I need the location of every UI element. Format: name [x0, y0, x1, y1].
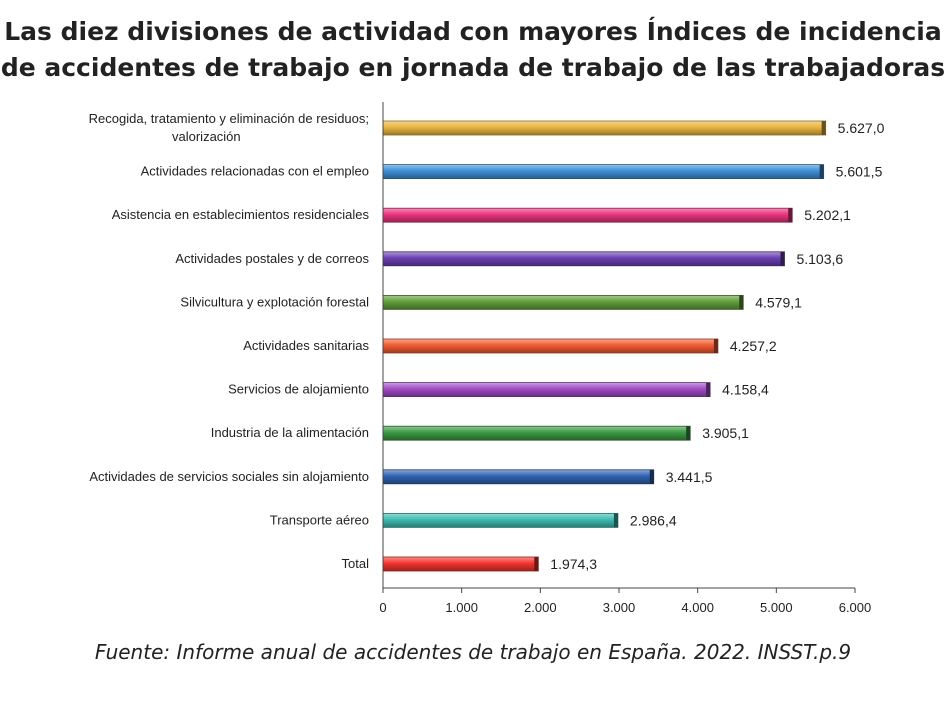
bar-1	[382, 120, 827, 136]
x-axis-ticks: 0 1.000 2.000 3.000 4.000 5.000 6.000	[379, 588, 871, 615]
bar-end-cap-8	[686, 426, 691, 441]
x-tick-label-3: 3.000	[603, 600, 636, 615]
category-label-4: Actividades postales y de correos	[175, 251, 369, 266]
bar-end-cap-6	[713, 339, 718, 353]
value-label-4: 5.103,6	[796, 251, 843, 267]
bar-end-cap-10	[613, 513, 618, 528]
x-tick-label-5: 5.000	[760, 600, 793, 615]
bar-end-cap-4	[780, 251, 785, 266]
bar-end-cap-11	[534, 557, 539, 571]
chart-title-line-2: de accidentes de trabajo en jornada de t…	[0, 53, 946, 82]
bar-6	[382, 338, 719, 354]
bar-5	[382, 294, 744, 310]
bar-end-cap-3	[788, 208, 793, 223]
x-tick-label-2: 2.000	[524, 600, 557, 615]
source-caption: Fuente: Informe anual de accidentes de t…	[94, 640, 852, 664]
value-label-3: 5.202,1	[804, 207, 851, 223]
bar-7	[382, 382, 711, 398]
category-label-8: Industria de la alimentación	[211, 425, 369, 440]
bar-9	[382, 469, 655, 485]
x-tick-label-0: 0	[379, 600, 386, 615]
bar-3	[382, 207, 793, 223]
chart-title-line-1: Las diez divisiones de actividad con may…	[4, 17, 942, 46]
category-label-3: Asistencia en establecimientos residenci…	[112, 207, 370, 222]
bar-11	[382, 556, 539, 572]
x-tick-label-1: 1.000	[445, 600, 478, 615]
value-label-5: 4.579,1	[755, 294, 802, 310]
value-label-11: 1.974,3	[550, 556, 597, 572]
value-label-9: 3.441,5	[666, 469, 713, 485]
bar-8	[382, 425, 691, 441]
category-label-2: Actividades relacionadas con el empleo	[141, 164, 369, 179]
category-label-1: Recogida, tratamiento y eliminación de r…	[89, 111, 369, 144]
x-tick-label-6: 6.000	[839, 600, 872, 615]
bar-end-cap-5	[739, 295, 744, 310]
bar-chart: Recogida, tratamiento y eliminación de r…	[89, 102, 885, 615]
bar-end-cap-7	[706, 382, 711, 397]
bar-end-cap-9	[649, 469, 654, 484]
bar-end-cap-2	[819, 164, 824, 179]
category-label-11: Total	[342, 556, 370, 571]
category-label-9: Actividades de servicios sociales sin al…	[89, 469, 369, 484]
category-label-6: Actividades sanitarias	[243, 338, 369, 353]
value-label-2: 5.601,5	[836, 164, 883, 180]
bar-end-cap-1	[821, 121, 826, 135]
value-label-7: 4.158,4	[722, 382, 769, 398]
category-label-10: Transporte aéreo	[270, 512, 369, 527]
x-tick-label-4: 4.000	[681, 600, 714, 615]
category-label-5: Silvicultura y explotación forestal	[180, 294, 369, 309]
value-label-8: 3.905,1	[702, 425, 749, 441]
bars-layer: Recogida, tratamiento y eliminación de r…	[89, 111, 885, 572]
bar-2	[382, 164, 825, 180]
value-label-1: 5.627,0	[838, 120, 885, 136]
value-label-6: 4.257,2	[730, 338, 777, 354]
chart-title: Las diez divisiones de actividad con may…	[0, 14, 946, 86]
value-label-10: 2.986,4	[630, 512, 677, 528]
bar-10	[382, 513, 619, 528]
bar-4	[382, 251, 785, 267]
category-label-7: Servicios de alojamiento	[228, 382, 369, 397]
